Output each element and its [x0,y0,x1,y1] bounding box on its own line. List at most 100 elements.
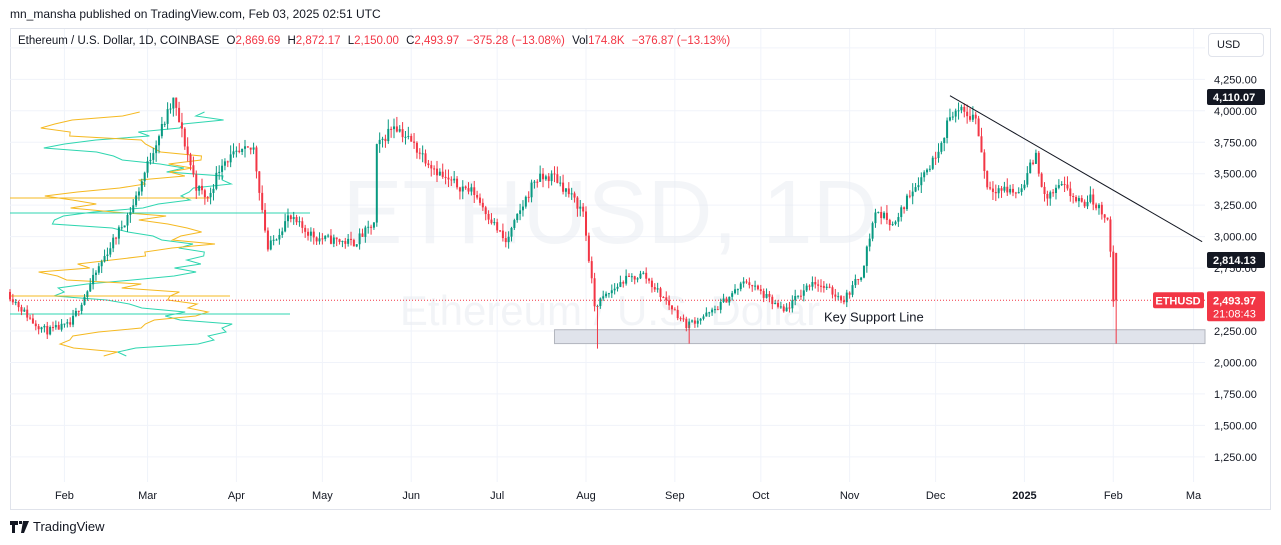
candle-body [963,106,966,112]
candle-body [49,327,52,335]
candle-body [871,223,874,239]
candle-body [1100,204,1103,215]
candle-body [1109,219,1112,252]
candle-body [160,123,163,137]
candle-body [619,282,622,287]
candle-body [739,283,742,290]
candle-body [112,237,115,249]
candle-body [235,150,238,152]
legend-low: 2,150.00 [354,35,399,47]
candle-body [232,151,235,155]
candle-body [324,235,327,239]
candle-body [868,238,871,247]
candle-body [885,212,888,220]
candle-body [309,231,312,236]
candle-body [1014,192,1017,194]
candle-body [908,195,911,197]
volume-profile-teal [43,111,234,357]
candle-body [1037,152,1040,174]
candle-body [759,289,762,291]
x-tick-label: Aug [576,490,596,502]
tradingview-logo-icon [10,520,29,533]
candle-body [404,136,407,138]
candle-body [719,301,722,310]
candle-body [1077,198,1080,202]
candle-body [258,171,261,193]
candle-body [14,301,17,303]
candle-body [284,221,287,232]
candle-body [696,320,699,324]
candle-body [679,318,682,320]
candle-body [158,136,161,146]
candle-body [249,147,252,150]
candle-body [1026,173,1029,185]
candle-body [221,165,224,172]
candle-body [513,220,516,228]
candle-body [175,97,178,108]
candle-body [476,194,479,198]
candle-body [550,173,553,182]
candle-body [149,159,152,162]
candle-body [974,114,977,119]
candle-body [940,143,943,152]
chart-frame[interactable] [10,28,1271,510]
candle-body [911,191,914,197]
candle-body [115,237,118,239]
candle-body [415,142,418,153]
candle-body [499,230,502,232]
candle-body [547,176,550,182]
candle-body [496,222,499,231]
candle-body [413,141,416,143]
candle-body [1092,194,1095,205]
candle-body [862,265,865,278]
candle-body [1009,188,1012,193]
candle-body [519,210,522,214]
support-zone[interactable] [553,329,1206,345]
candle-body [100,261,103,267]
y-tick-label: 2,000.00 [1214,357,1257,369]
candle-body [713,309,716,311]
legend-low-label: L [347,35,355,47]
candle-body [1080,198,1083,202]
candle-body [195,174,198,191]
candle-body [756,285,759,290]
candle-body [31,318,34,324]
candle-body [819,285,822,287]
candle-body [444,176,447,178]
candle-body [1103,214,1106,218]
candle-body [966,111,969,117]
candle-body [1011,188,1015,193]
candle-body [903,207,906,210]
candle-body [481,202,484,208]
candle-body [1029,162,1032,174]
candle-body [435,168,438,176]
candle-body [951,116,954,118]
candle-body [524,196,527,207]
candle-body [556,174,559,183]
candle-body [559,182,562,184]
candle-body [937,151,940,159]
candle-body [693,320,696,324]
trendline[interactable] [949,95,1203,243]
candle-body [622,282,625,284]
candle-body [734,289,737,294]
candle-body [467,188,470,192]
candle-body [670,305,673,310]
candle-body [11,299,14,303]
candle-body [928,168,931,170]
candle-body [722,298,725,302]
legend-high-label: H [287,35,296,47]
candle-body [765,293,768,298]
currency-button[interactable]: USD [1208,33,1264,57]
candle-body [977,118,980,137]
candle-body [1066,184,1069,189]
candle-body [109,248,112,255]
candle-body [63,323,66,325]
candle-body [23,309,26,312]
x-tick-label: Ma [1186,490,1202,502]
candle-body [1106,217,1109,220]
candle-body [762,290,765,298]
candle-body [350,238,353,240]
